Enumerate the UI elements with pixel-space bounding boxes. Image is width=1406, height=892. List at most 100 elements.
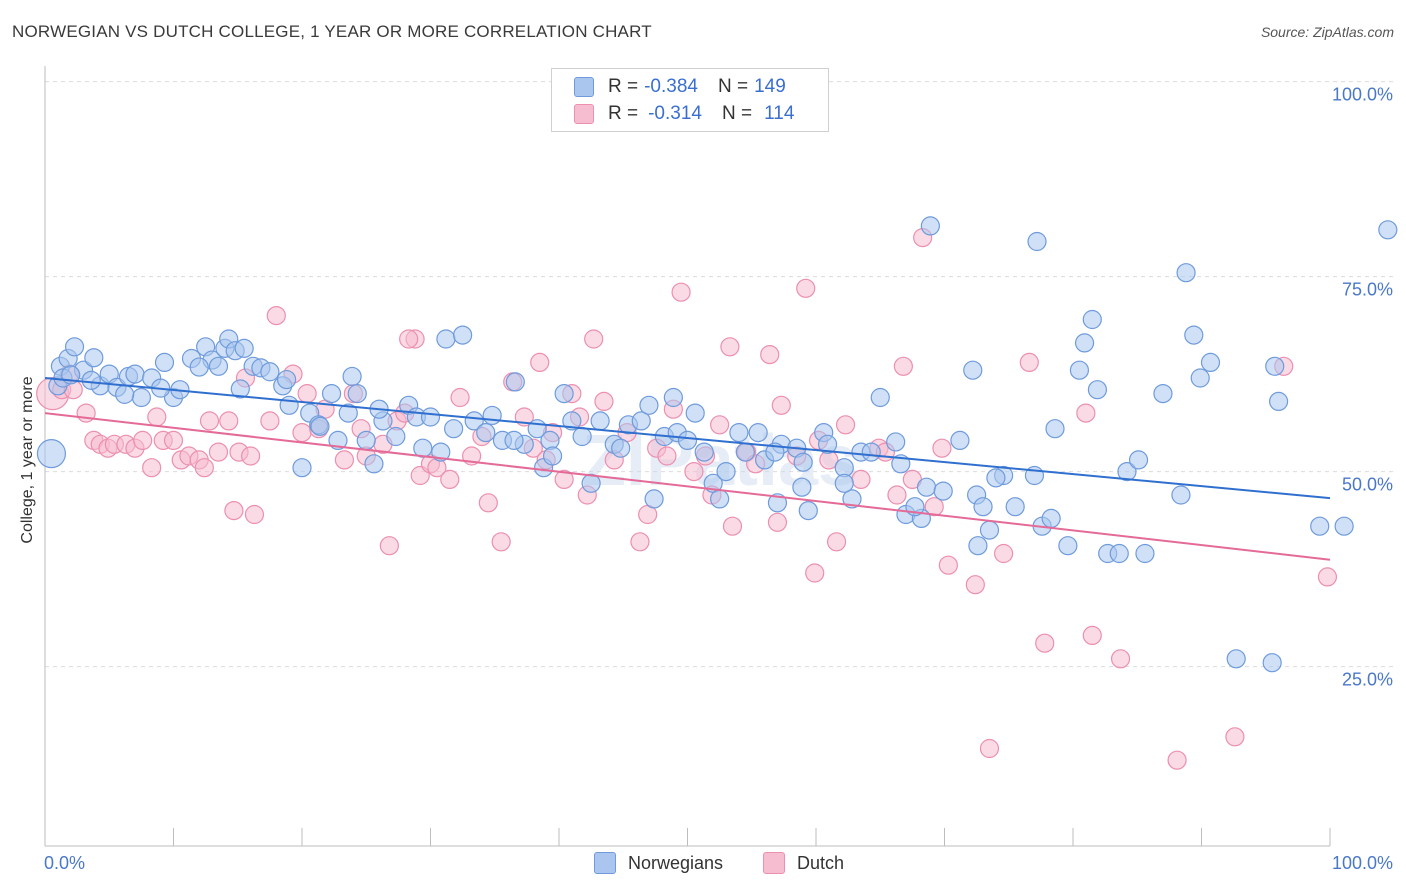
dutch-point [208, 442, 229, 462]
norwegian-point [154, 352, 175, 372]
dutch-point [1225, 727, 1245, 747]
dutch-point [771, 395, 791, 415]
legend-row-norwegians: R = -0.384 N = 149 [574, 75, 792, 99]
norwegian-point [542, 446, 563, 466]
norwegian-point [464, 411, 484, 431]
norwegian-point [1128, 450, 1149, 470]
norwegian-point [482, 405, 502, 426]
norwegian-point [694, 442, 714, 462]
norwegian-point [798, 501, 818, 521]
norwegian-point [950, 430, 970, 450]
norwegian-point [979, 520, 1000, 540]
norwegian-point [644, 489, 664, 509]
dutch-point [260, 411, 280, 431]
dutch-point [297, 384, 317, 404]
norwegian-point [562, 411, 582, 431]
norwegian-point [916, 477, 937, 497]
dutch-point [133, 430, 153, 450]
norwegian-point [554, 384, 574, 404]
norwegian-point [292, 458, 312, 478]
dutch-point [224, 501, 244, 521]
norwegian-point [986, 468, 1006, 488]
norwegian-point [968, 536, 988, 556]
norwegian-point [834, 473, 854, 493]
norwegian-point [1190, 368, 1210, 388]
norwegian-point [639, 395, 659, 415]
norwegian-point [963, 360, 983, 380]
norwegian-point [189, 357, 209, 377]
norwegian-point [453, 325, 473, 345]
legend-item-dutch[interactable]: Dutch [763, 852, 844, 874]
norwegian-point [64, 337, 85, 357]
r-value: -0.384 [644, 76, 698, 97]
norwegian-point [1262, 653, 1282, 673]
norwegian-point [973, 497, 993, 517]
norwegian-point [1334, 516, 1354, 536]
dutch-point [826, 532, 847, 552]
norwegian-point [590, 411, 610, 431]
n-value: 149 [754, 76, 786, 97]
norwegian-point [933, 481, 953, 501]
norwegian-point [1074, 333, 1095, 353]
norwegian-point [1082, 309, 1102, 330]
dutch-point [334, 450, 355, 470]
y-tick-label: 75.0% [1342, 280, 1393, 300]
dutch-point [554, 469, 574, 489]
dutch-point [199, 411, 220, 431]
norwegian-point [735, 442, 755, 462]
legend-label: Norwegians [628, 852, 724, 873]
norwegian-point [420, 407, 441, 427]
norwegian-point [347, 384, 367, 404]
series-legend: Norwegians Dutch [0, 852, 1406, 878]
norwegian-point [125, 364, 145, 384]
dutch-point [805, 563, 825, 583]
dutch-point [163, 430, 184, 450]
norwegian-point [321, 384, 342, 404]
legend-swatch-blue [574, 77, 594, 97]
legend-swatch-pink [763, 852, 785, 874]
dutch-point [530, 352, 550, 372]
norwegian-point [748, 423, 768, 443]
norwegian-point [1171, 485, 1191, 505]
dutch-point [584, 329, 604, 349]
dutch-point [767, 512, 788, 532]
dutch-point [1110, 649, 1131, 669]
norwegian-point [817, 434, 838, 454]
norwegian-point [276, 369, 297, 390]
norwegian-point [1184, 325, 1204, 345]
source-label: Source: ZipAtlas.com [1260, 24, 1394, 40]
norwegian-point [476, 423, 496, 443]
dutch-trend-line [44, 412, 1331, 561]
norwegian-point [444, 419, 464, 439]
norwegian-point [631, 411, 651, 431]
dutch-point [1317, 567, 1338, 587]
norwegian-point [886, 432, 906, 452]
dutch-point [671, 282, 691, 302]
dutch-point [142, 458, 162, 478]
norwegian-point [1200, 352, 1221, 372]
norwegian-point [208, 356, 229, 376]
dutch-point [965, 575, 985, 595]
norwegian-point [1087, 380, 1108, 400]
n-label: N = [717, 76, 749, 97]
r-label: R = [608, 76, 639, 97]
dutch-point [720, 337, 740, 357]
legend-swatch-blue [594, 852, 616, 874]
norwegian-point [861, 442, 881, 462]
dutch-point [1167, 750, 1187, 770]
norwegian-point [279, 395, 299, 415]
dutch-point [657, 446, 677, 466]
norwegian-point [1117, 462, 1137, 482]
legend-item-norwegians[interactable]: Norwegians [594, 852, 723, 874]
tick-labels: 100.0% 75.0% 50.0% 25.0% 0.0% 100.0% [44, 85, 1393, 873]
norwegian-point [1058, 536, 1078, 556]
norwegian-trend-line [44, 377, 1331, 500]
norwegian-point [1176, 263, 1196, 283]
y-tick-label: 100.0% [1332, 85, 1393, 105]
norwegian-point [611, 438, 631, 458]
n-value: 114 [764, 103, 795, 124]
norwegian-point [1069, 360, 1090, 380]
norwegian-point [342, 366, 362, 387]
dutch-point [796, 278, 816, 298]
norwegian-point [115, 384, 135, 404]
